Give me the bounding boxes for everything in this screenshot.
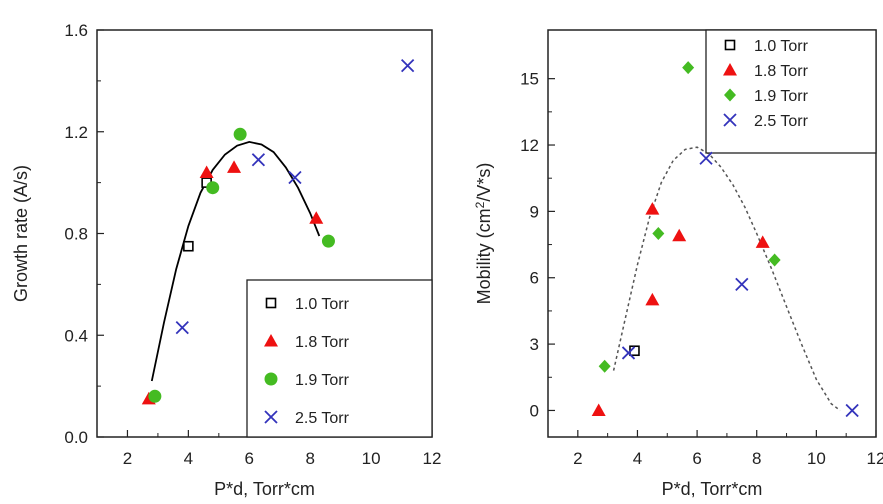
y-tick-label: 0.4 bbox=[64, 326, 88, 345]
legend-label: 2.5 Torr bbox=[295, 410, 350, 427]
legend-label: 2.5 Torr bbox=[754, 113, 809, 130]
x-tick-label: 8 bbox=[752, 449, 761, 468]
legend-marker bbox=[265, 297, 277, 309]
data-point bbox=[755, 235, 770, 248]
legend-marker bbox=[264, 372, 278, 386]
x-tick-label: 2 bbox=[123, 449, 132, 468]
x-axis-label: P*d, Torr*cm bbox=[214, 479, 315, 499]
y-axis-label: Growth rate (A/s) bbox=[11, 165, 31, 302]
data-point bbox=[645, 292, 660, 306]
data-point bbox=[645, 202, 660, 215]
legend-box bbox=[246, 279, 433, 438]
data-point bbox=[652, 227, 665, 240]
legend-box bbox=[705, 29, 877, 154]
data-point bbox=[321, 234, 335, 248]
x-tick-label: 6 bbox=[245, 449, 254, 468]
y-tick-label: 12 bbox=[520, 136, 539, 155]
data-point bbox=[288, 170, 302, 185]
y-tick-label: 15 bbox=[520, 70, 539, 89]
data-point bbox=[233, 127, 247, 141]
data-point bbox=[845, 403, 859, 418]
data-point bbox=[682, 61, 695, 75]
legend-label: 1.0 Torr bbox=[754, 38, 809, 55]
legend-marker bbox=[723, 63, 737, 76]
y-tick-label: 0.8 bbox=[64, 225, 88, 244]
x-tick-label: 4 bbox=[633, 449, 642, 468]
y-axis-label: Mobility (cm2/V*s) bbox=[473, 163, 494, 305]
data-point bbox=[183, 240, 194, 252]
y-tick-label: 1.6 bbox=[64, 21, 88, 40]
x-tick-label: 8 bbox=[305, 449, 314, 468]
data-point bbox=[199, 165, 214, 178]
x-tick-label: 10 bbox=[362, 449, 381, 468]
data-point bbox=[768, 253, 781, 267]
data-point bbox=[598, 359, 611, 373]
x-tick-label: 12 bbox=[423, 449, 442, 468]
x-tick-label: 6 bbox=[692, 449, 701, 468]
legend-marker bbox=[723, 113, 737, 127]
fit-curve bbox=[612, 146, 841, 412]
data-point bbox=[175, 320, 189, 335]
legend-marker bbox=[264, 334, 278, 347]
data-point bbox=[699, 151, 713, 165]
x-axis-label: P*d, Torr*cm bbox=[662, 479, 763, 499]
data-point bbox=[672, 228, 687, 242]
legend-marker bbox=[724, 88, 736, 102]
legend-label: 1.9 Torr bbox=[754, 88, 809, 105]
legend-label: 1.8 Torr bbox=[295, 334, 350, 351]
y-tick-label: 1.2 bbox=[64, 123, 88, 142]
x-tick-label: 12 bbox=[867, 449, 883, 468]
legend-label: 1.9 Torr bbox=[295, 372, 350, 389]
data-point bbox=[251, 153, 266, 167]
fit-curve bbox=[150, 140, 321, 382]
legend-marker bbox=[724, 39, 736, 51]
data-point bbox=[591, 403, 606, 416]
growth-rate-panel: 2 4 6 8 10 12 0.0 0.4 0.8 1.2 1.6 P*d, Torr*cm Growt… bbox=[11, 21, 441, 499]
data-point bbox=[621, 346, 636, 360]
y-tick-label: 0.0 bbox=[64, 428, 88, 447]
x-tick-label: 4 bbox=[184, 449, 193, 468]
data-point bbox=[735, 277, 749, 292]
x-tick-label: 10 bbox=[807, 449, 826, 468]
legend-marker bbox=[264, 410, 278, 424]
y-tick-label: 9 bbox=[530, 202, 539, 221]
y-tick-label: 6 bbox=[530, 269, 539, 288]
data-point bbox=[206, 181, 220, 195]
y-tick-label: 0 bbox=[530, 401, 539, 420]
legend-label: 1.8 Torr bbox=[754, 63, 809, 80]
data-point bbox=[148, 389, 162, 403]
data-point bbox=[227, 160, 242, 173]
y-tick-label: 3 bbox=[530, 335, 539, 354]
data-point bbox=[309, 211, 324, 224]
legend-label: 1.0 Torr bbox=[295, 296, 350, 313]
data-point bbox=[400, 58, 415, 73]
x-tick-label: 2 bbox=[573, 449, 582, 468]
mobility-panel: 2 4 6 8 10 12 0 3 6 9 12 15 P*d, Torr*cm Mobility (cm… bbox=[473, 29, 883, 499]
